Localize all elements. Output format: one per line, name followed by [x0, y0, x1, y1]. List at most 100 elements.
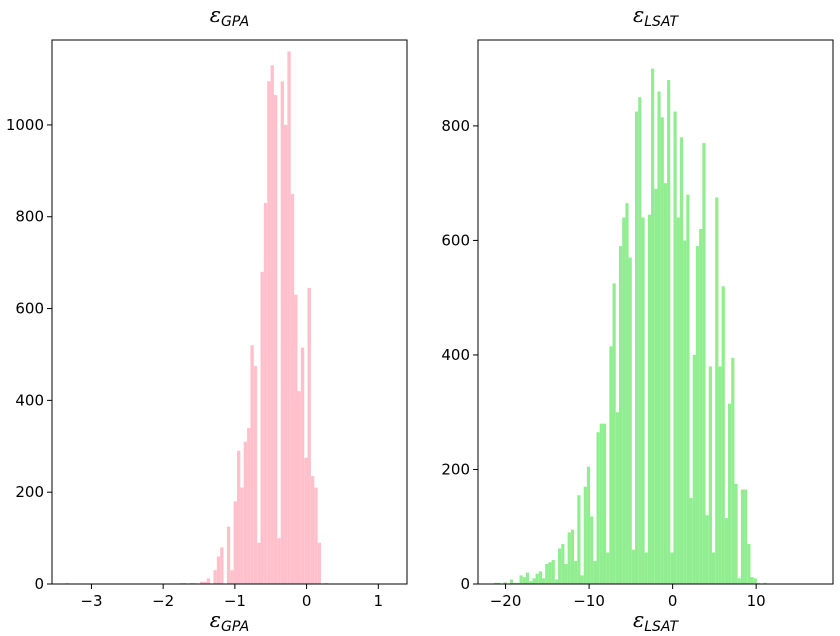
lsat-histogram-bar [699, 228, 703, 584]
lsat-histogram-bar [679, 137, 684, 585]
lsat-x-axis-label: εLSAT [633, 608, 680, 635]
gpa-x-tick-label: −3 [80, 592, 102, 610]
lsat-histogram-bar [737, 578, 741, 584]
lsat-bars [493, 68, 767, 585]
lsat-histogram-bar [586, 466, 591, 584]
lsat-histogram-bar [606, 552, 610, 584]
gpa-x-tick-label: 1 [374, 592, 384, 610]
gpa-histogram-bar [247, 427, 251, 584]
lsat-histogram-bar [615, 412, 619, 584]
lsat-histogram-bar [580, 575, 584, 584]
lsat-histogram-bar [750, 577, 754, 584]
lsat-histogram-bar [670, 552, 674, 584]
gpa-histogram-bar [287, 51, 291, 584]
lsat-histogram-bar [724, 518, 729, 584]
gpa-histogram-bar [297, 391, 301, 584]
lsat-histogram-bar [519, 575, 523, 584]
gpa-y-tick-label: 400 [15, 391, 44, 409]
lsat-histogram-bar [753, 578, 757, 584]
gpa-x-axis-label: εGPA [210, 608, 249, 635]
lsat-y-tick-label: 800 [441, 117, 470, 135]
gpa-histogram-bar [220, 547, 224, 584]
gpa-histogram-bar [314, 487, 318, 584]
gpa-histogram-bar [310, 476, 315, 584]
lsat-histogram-bar [554, 579, 559, 584]
lsat-histogram-bar [538, 571, 542, 584]
lsat-histogram-bar [657, 91, 661, 585]
gpa-x-tick-label: −1 [224, 592, 246, 610]
gpa-histogram-bar [213, 570, 217, 584]
gpa-histogram-bar [203, 581, 207, 584]
lsat-histogram-bar [740, 489, 745, 584]
gpa-histogram-bar [200, 581, 204, 584]
lsat-y-tick-label: 0 [460, 575, 470, 593]
lsat-x-tick-label: −10 [573, 592, 605, 610]
lsat-histogram-bar [625, 203, 629, 584]
lsat-histogram-bar [612, 283, 616, 584]
lsat-histogram-bar [525, 572, 530, 584]
gpa-histogram-bar [294, 294, 298, 584]
gpa-bars [65, 51, 332, 584]
lsat-histogram-bar [631, 549, 636, 584]
gpa-histogram-bar [300, 347, 305, 584]
lsat-histogram-bar [602, 423, 607, 584]
lsat-y-tick-label: 600 [441, 231, 470, 249]
lsat-histogram-bar [635, 111, 639, 584]
lsat-histogram-bar [551, 559, 555, 584]
gpa-histogram-bar [250, 345, 254, 584]
lsat-histogram-bar [715, 197, 719, 584]
gpa-histogram-bar [233, 501, 237, 584]
lsat-histogram-bar [718, 366, 722, 584]
gpa-histogram-bar [240, 487, 244, 584]
lsat-histogram-bar [493, 582, 498, 584]
lsat-histogram-bar [561, 543, 565, 584]
gpa-histogram-bar [284, 124, 288, 584]
lsat-histogram-bar [590, 516, 594, 584]
lsat-histogram-bar [541, 578, 546, 584]
lsat-histogram-bar [535, 573, 539, 584]
gpa-histogram-bar [260, 271, 264, 584]
gpa-y-tick-label: 200 [15, 483, 44, 501]
lsat-histogram-bar [628, 257, 632, 584]
lsat-histogram-bar [622, 217, 626, 584]
lsat-histogram-bar [747, 543, 751, 584]
lsat-x-tick-label: 10 [747, 592, 766, 610]
lsat-histogram-bar [654, 188, 658, 584]
gpa-histogram-bar [253, 365, 258, 584]
gpa-histogram-bar [230, 570, 234, 584]
lsat-histogram-bar [692, 354, 696, 584]
lsat-y-tick-label: 200 [441, 460, 470, 478]
lsat-histogram-bar [644, 552, 648, 584]
lsat-histogram-bar [570, 529, 575, 584]
lsat-histogram-bar [593, 561, 597, 584]
lsat-chart-title: εLSAT [633, 3, 680, 30]
lsat-histogram-bar [731, 357, 735, 584]
lsat-histogram-bar [609, 346, 613, 584]
gpa-histogram-bar [304, 457, 308, 584]
lsat-x-tick-label: 0 [668, 592, 678, 610]
lsat-histogram-bar [673, 111, 677, 584]
lsat-histogram-bar [529, 581, 533, 584]
gpa-histogram-bar [243, 441, 248, 584]
lsat-histogram-bar [532, 578, 536, 584]
lsat-histogram-bar [516, 582, 520, 584]
lsat-histogram-bar [638, 97, 642, 585]
lsat-histogram-bar [641, 217, 645, 584]
gpa-x-tick-label: 0 [302, 592, 312, 610]
lsat-histogram-bar [734, 483, 738, 584]
lsat-histogram-bar [683, 240, 687, 584]
lsat-histogram-bar [545, 563, 549, 584]
gpa-y-tick-label: 600 [15, 300, 44, 318]
lsat-histogram-bar [503, 582, 507, 584]
lsat-histogram-bar [577, 495, 581, 584]
lsat-histogram-bar [647, 214, 652, 584]
gpa-histogram-bar [206, 578, 211, 584]
gpa-histogram-bar [290, 193, 295, 584]
gpa-y-tick-label: 0 [34, 575, 44, 593]
gpa-y-tick-label: 800 [15, 208, 44, 226]
lsat-histogram-bar [660, 117, 664, 584]
lsat-histogram-bar [574, 561, 578, 584]
lsat-y-tick-label: 400 [441, 346, 470, 364]
